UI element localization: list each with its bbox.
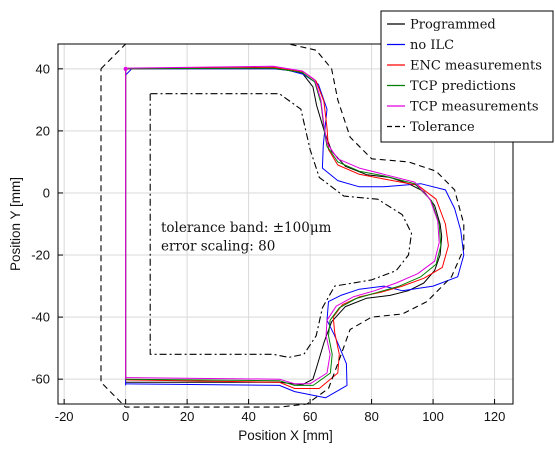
- legend-label: Programmed: [410, 18, 496, 33]
- series-line-tolerance-inner: [149, 93, 413, 358]
- y-tick-label: 0: [43, 185, 50, 200]
- legend: Programmed no ILC ENC measurements TCP pred…: [380, 10, 554, 143]
- y-tick-label: -20: [31, 248, 50, 263]
- x-axis-label: Position X [mm]: [238, 428, 333, 443]
- y-tick-label: -60: [31, 372, 50, 387]
- axis-ticks: -20 0 20 40 60 80 100 120 40 20 0 -20 -40 -60: [31, 61, 505, 424]
- start-marker: [123, 66, 128, 71]
- y-tick-label: 40: [36, 61, 50, 76]
- x-tick-label: 60: [303, 409, 317, 424]
- x-tick-label: 120: [484, 409, 506, 424]
- x-tick-label: 100: [422, 409, 444, 424]
- x-tick-label: 40: [241, 409, 255, 424]
- plot-frame: [57, 43, 514, 405]
- legend-box: [380, 10, 554, 143]
- series-line-tcp-predictions: [125, 67, 442, 386]
- legend-label: no ILC: [410, 38, 454, 53]
- series-line-tcp-measurements: [125, 65, 440, 385]
- legend-label: Tolerance: [410, 120, 475, 135]
- y-axis-label: Position Y [mm]: [8, 177, 23, 271]
- series-layer: [100, 43, 465, 408]
- annotation-error-scaling: error scaling: 80: [161, 238, 275, 254]
- legend-label: ENC measurements: [410, 59, 542, 74]
- x-tick-label: -20: [55, 409, 74, 424]
- series-line-programmed: [125, 68, 443, 386]
- legend-label: TCP measurements: [410, 100, 539, 115]
- x-tick-label: 20: [180, 409, 194, 424]
- annotation-tolerance-band: tolerance band: ±100μm: [161, 220, 332, 236]
- y-tick-label: 20: [36, 123, 50, 138]
- grid-lines: [58, 44, 513, 404]
- y-tick-label: -40: [31, 310, 50, 325]
- x-tick-label: 80: [364, 409, 378, 424]
- legend-label: TCP predictions: [410, 79, 516, 94]
- x-tick-label: 0: [122, 409, 129, 424]
